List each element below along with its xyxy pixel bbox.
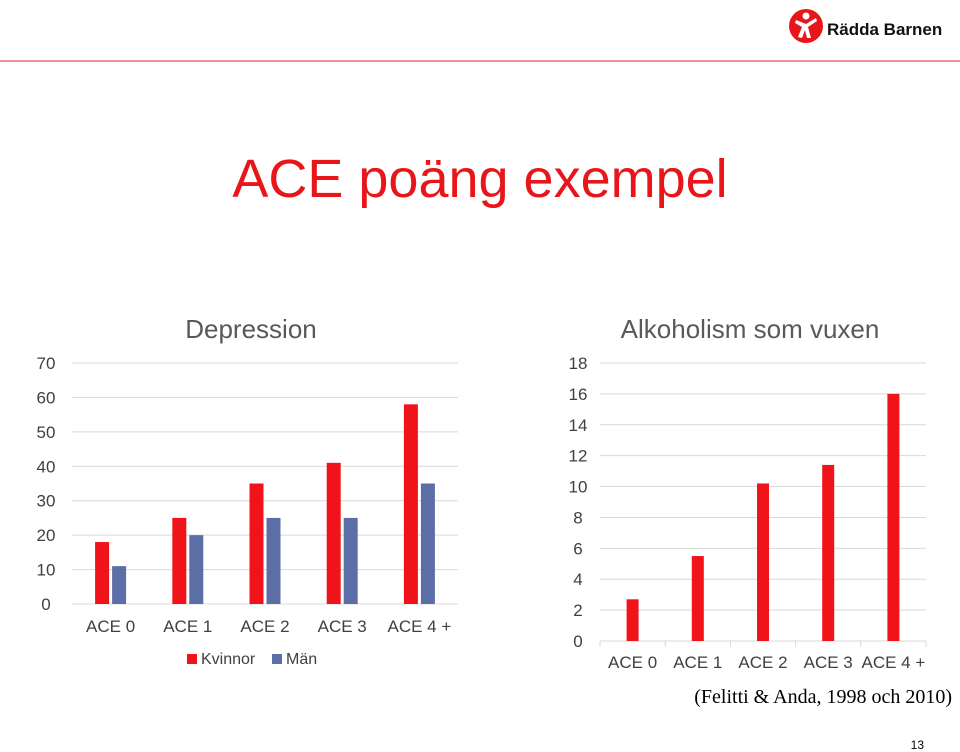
header-rule	[0, 60, 960, 62]
x-category-label: ACE 2	[240, 617, 289, 636]
legend-label-man: Män	[286, 651, 317, 668]
bar-man-ace3	[343, 517, 358, 604]
legend-swatch-man	[272, 654, 282, 664]
bar-ace1	[691, 556, 704, 641]
x-category-label: ACE 1	[673, 653, 722, 672]
y-tick-label: 60	[37, 388, 56, 407]
y-tick-label: 2	[573, 601, 582, 620]
x-category-label: ACE 4 +	[388, 617, 452, 636]
bar-kvinnor-ace2	[249, 483, 264, 604]
y-tick-label: 14	[569, 416, 588, 435]
y-tick-label: 8	[573, 508, 582, 527]
page-number: 13	[910, 738, 924, 752]
bar-man-ace4	[420, 483, 435, 604]
x-category-label: ACE 3	[318, 617, 367, 636]
y-tick-label: 30	[37, 492, 56, 511]
bar-ace4	[887, 393, 900, 641]
x-category-label: ACE 4 +	[862, 653, 926, 672]
x-category-label: ACE 0	[86, 617, 135, 636]
citation: (Felitti & Anda, 1998 och 2010)	[694, 686, 952, 708]
depression-chart: Depression 0 10 20 30 40 50 60 70 ACE 0 ACE 1 ACE…	[37, 314, 458, 668]
y-tick-label: 12	[569, 447, 588, 466]
y-tick-label: 4	[573, 570, 582, 589]
x-category-label: ACE 2	[738, 653, 787, 672]
y-tick-label: 18	[569, 354, 588, 373]
y-tick-label: 6	[573, 539, 582, 558]
bar-man-ace2	[266, 517, 281, 604]
bar-kvinnor-ace0	[95, 542, 110, 604]
alcoholism-chart: Alkoholism som vuxen 0 2 4 6 8 10 12 14 16 18 ACE…	[569, 314, 927, 672]
y-tick-label: 10	[569, 478, 588, 497]
bar-kvinnor-ace3	[326, 462, 341, 604]
page-title: ACE poäng exempel	[232, 149, 728, 209]
y-tick-label: 10	[37, 561, 56, 580]
bar-ace0	[626, 599, 639, 641]
y-tick-label: 0	[41, 595, 50, 614]
y-tick-label: 50	[37, 423, 56, 442]
bar-kvinnor-ace4	[403, 404, 418, 604]
bar-man-ace0	[112, 566, 127, 604]
bar-ace2	[757, 483, 769, 641]
chart-title: Alkoholism som vuxen	[621, 314, 880, 344]
y-tick-label: 70	[37, 354, 56, 373]
x-category-label: ACE 3	[804, 653, 853, 672]
x-category-label: ACE 1	[163, 617, 212, 636]
bar-man-ace1	[189, 535, 204, 604]
logo: Rädda Barnen	[787, 6, 955, 46]
legend-label-kvinnor: Kvinnor	[201, 651, 256, 668]
chart-title: Depression	[185, 314, 317, 344]
y-tick-label: 20	[37, 526, 56, 545]
logo-text: Rädda Barnen	[827, 20, 943, 39]
y-tick-label: 16	[569, 385, 588, 404]
y-tick-label: 40	[37, 457, 56, 476]
bar-kvinnor-ace1	[172, 517, 187, 604]
x-category-label: ACE 0	[608, 653, 657, 672]
bar-ace3	[822, 464, 835, 641]
logo-icon	[789, 9, 823, 43]
legend-swatch-kvinnor	[187, 654, 197, 664]
y-tick-label: 0	[573, 632, 582, 651]
